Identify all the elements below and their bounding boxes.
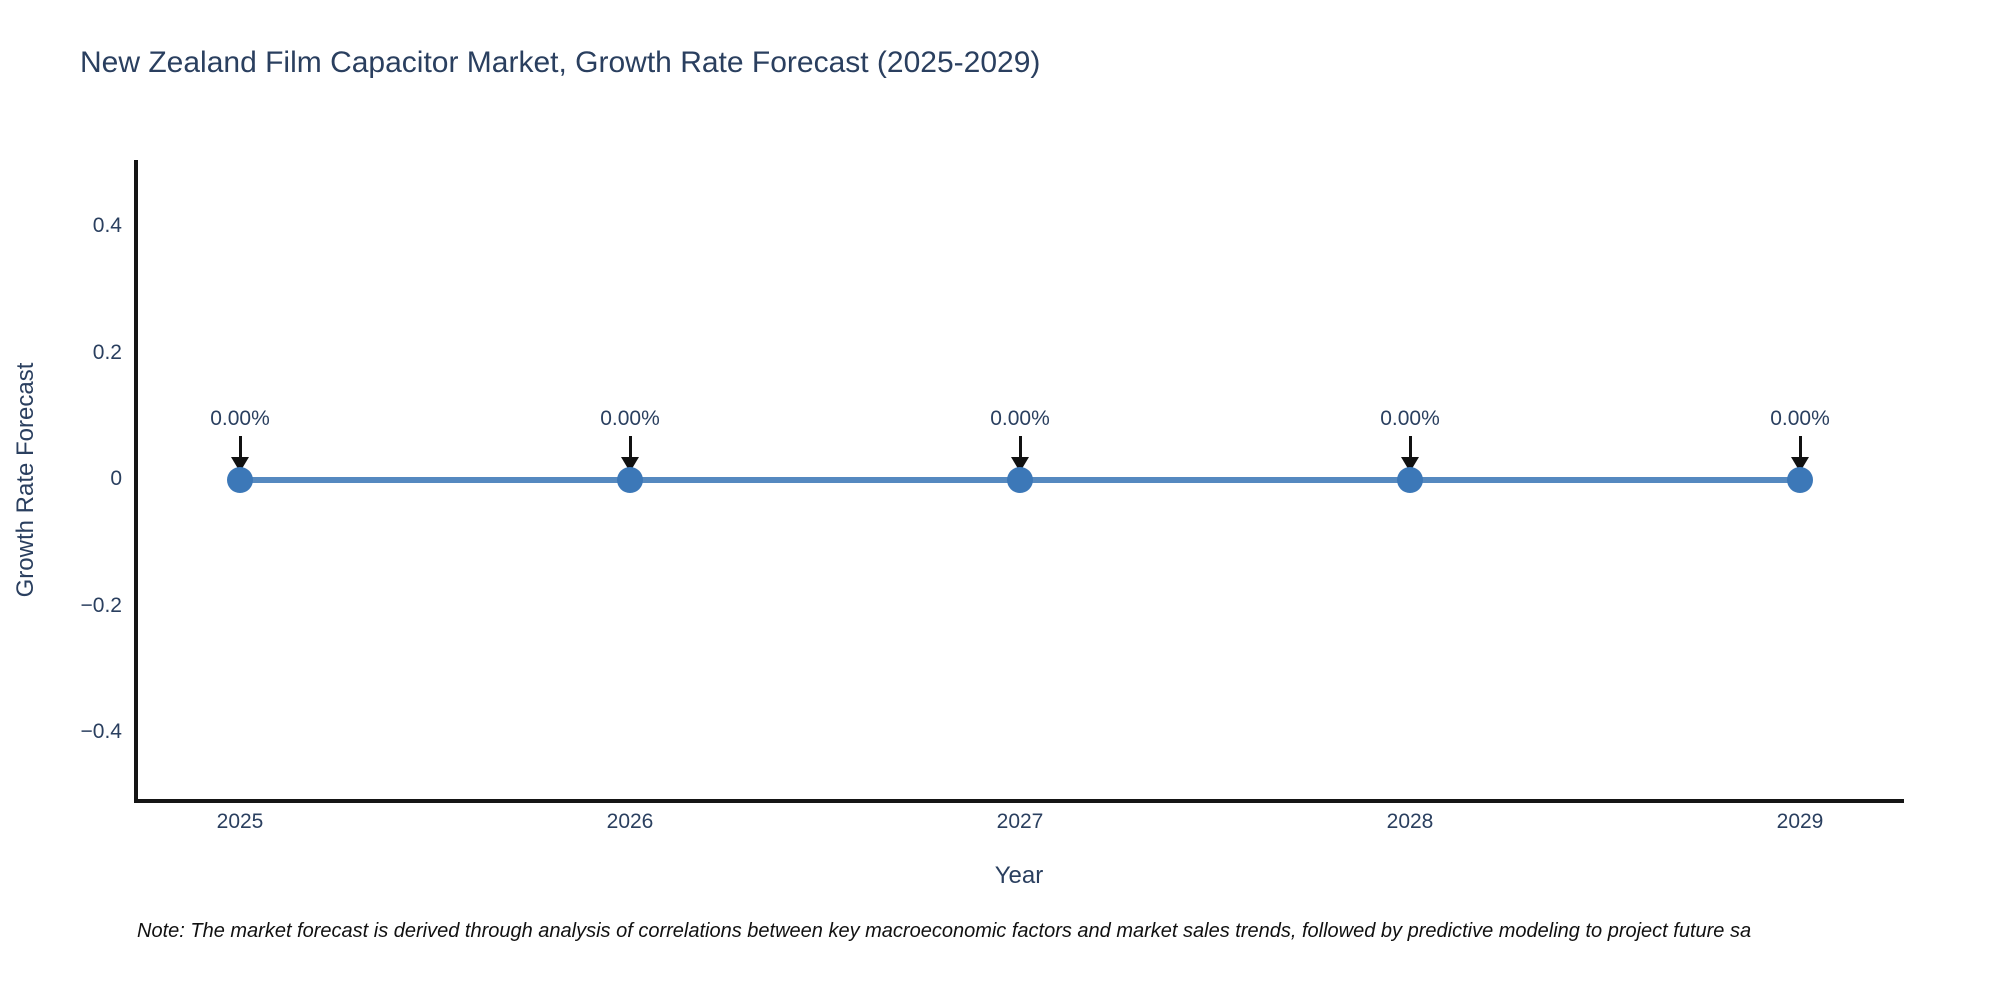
y-tick-label: 0.4 (92, 214, 122, 237)
annotation-label: 0.00% (1770, 407, 1830, 430)
y-tick-label: −0.2 (80, 594, 122, 617)
x-tick-label: 2025 (216, 810, 264, 833)
data-point-marker (1397, 467, 1423, 493)
data-point-marker (227, 467, 253, 493)
annotation-label: 0.00% (600, 407, 660, 430)
chart-title: New Zealand Film Capacitor Market, Growt… (80, 46, 1041, 79)
y-tick-label: 0.2 (92, 341, 122, 364)
annotation-arrow-stem (1799, 436, 1802, 458)
x-tick-label: 2029 (1776, 810, 1824, 833)
annotation-label: 0.00% (1380, 407, 1440, 430)
annotation-arrow-stem (1409, 436, 1412, 458)
annotation-label: 0.00% (990, 407, 1050, 430)
y-tick-label: 0 (110, 467, 122, 490)
annotation-arrow-stem (239, 436, 242, 458)
x-tick-label: 2027 (996, 810, 1044, 833)
data-point-marker (617, 467, 643, 493)
x-tick-label: 2028 (1386, 810, 1434, 833)
y-tick-label: −0.4 (80, 720, 122, 743)
x-axis-title: Year (994, 862, 1044, 889)
x-tick-label: 2026 (606, 810, 654, 833)
y-axis-line (134, 160, 138, 803)
data-point-marker (1007, 467, 1033, 493)
data-point-marker (1787, 467, 1813, 493)
footnote: Note: The market forecast is derived thr… (137, 920, 1752, 942)
x-axis-line (134, 799, 1904, 803)
annotation-arrow-stem (1019, 436, 1022, 458)
annotation-arrow-stem (629, 436, 632, 458)
annotation-label: 0.00% (210, 407, 270, 430)
